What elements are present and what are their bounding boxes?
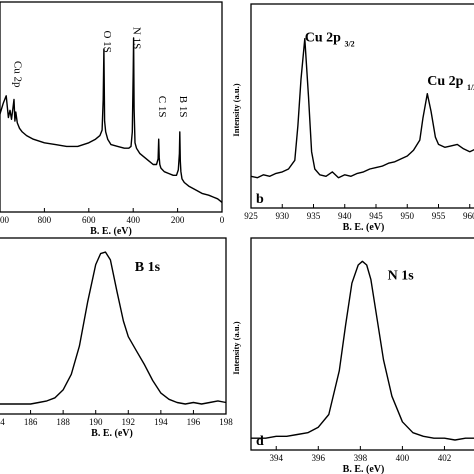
x-tick-label: 925 xyxy=(244,211,258,221)
x-tick-label: 945 xyxy=(369,211,383,221)
x-tick-label: 394 xyxy=(269,453,283,463)
panel-label: d xyxy=(256,434,264,449)
x-tick-label: 400 xyxy=(126,215,140,225)
plot-frame xyxy=(250,3,474,209)
x-tick-label: 188 xyxy=(56,417,70,427)
panel-c: 184 186 188 190 192 194 196 198 B. E. (eV) B 1s xyxy=(0,237,233,439)
panel-a: 1000 800 600 400 200 0 B. E. (eV) Cu 2p O 1S N 1S… xyxy=(0,1,225,237)
peak-annotation: O 1S xyxy=(101,30,113,52)
spectrum-line xyxy=(250,38,474,179)
panel-b: 925 930 935 940 945 950 955 960 B. E. (eV) Intens… xyxy=(231,3,474,233)
spectrum-line xyxy=(251,260,474,441)
x-tick-label: 398 xyxy=(354,453,368,463)
x-tick-label: 950 xyxy=(401,211,415,221)
spectrum-line xyxy=(0,37,223,203)
x-tick-label: 402 xyxy=(438,453,452,463)
x-tick-label: 190 xyxy=(89,417,103,427)
x-tick-label: 196 xyxy=(187,417,201,427)
x-tick-label: 800 xyxy=(38,215,52,225)
x-tick-label: 940 xyxy=(338,211,352,221)
peak-label: Cu 2p 3/2 xyxy=(305,31,355,49)
x-tick-label: 400 xyxy=(396,453,410,463)
plot-frame xyxy=(0,1,223,213)
x-axis-label: B. E. (eV) xyxy=(90,226,132,237)
x-tick-label: 186 xyxy=(24,417,38,427)
peak-label-subscript: 1/2 xyxy=(467,83,474,92)
x-axis-label: B. E. (eV) xyxy=(343,464,385,474)
x-tick-label: 1000 xyxy=(0,215,10,225)
peak-annotation: B 1S xyxy=(177,96,189,118)
peak-label-subscript: 3/2 xyxy=(344,40,354,49)
x-tick-label: 600 xyxy=(82,215,96,225)
panel-d: 394 396 398 400 402 B. E. (eV) Intensity (a.u.… xyxy=(231,237,474,474)
peak-annotation: N 1S xyxy=(131,27,143,49)
x-tick-label: 184 xyxy=(0,417,5,427)
peak-annotation: C 1S xyxy=(156,96,168,118)
x-tick-label: 955 xyxy=(432,211,446,221)
peak-label: B 1s xyxy=(135,260,161,275)
spectrum-line xyxy=(0,251,227,405)
x-tick-label: 200 xyxy=(171,215,185,225)
peak-label: Cu 2p 1/2 xyxy=(427,74,474,92)
x-tick-label: 960 xyxy=(463,211,474,221)
x-tick-label: 198 xyxy=(219,417,233,427)
x-tick-label: 935 xyxy=(307,211,321,221)
x-axis-label: B. E. (eV) xyxy=(91,428,133,439)
x-tick-label: 930 xyxy=(276,211,290,221)
x-tick-label: 0 xyxy=(220,215,225,225)
plot-frame xyxy=(250,237,474,451)
peak-label: N 1s xyxy=(388,269,415,284)
plot-frame xyxy=(0,237,227,415)
x-axis-label: B. E. (eV) xyxy=(343,222,385,233)
peak-annotation: Cu 2p xyxy=(11,61,23,88)
x-tick-label: 194 xyxy=(154,417,168,427)
x-tick-label: 396 xyxy=(312,453,326,463)
x-tick-label: 192 xyxy=(122,417,136,427)
panel-label: b xyxy=(256,192,264,207)
y-axis-label: Intensity (a.u.) xyxy=(231,83,241,136)
y-axis-label: Intensity (a.u.) xyxy=(231,321,241,374)
